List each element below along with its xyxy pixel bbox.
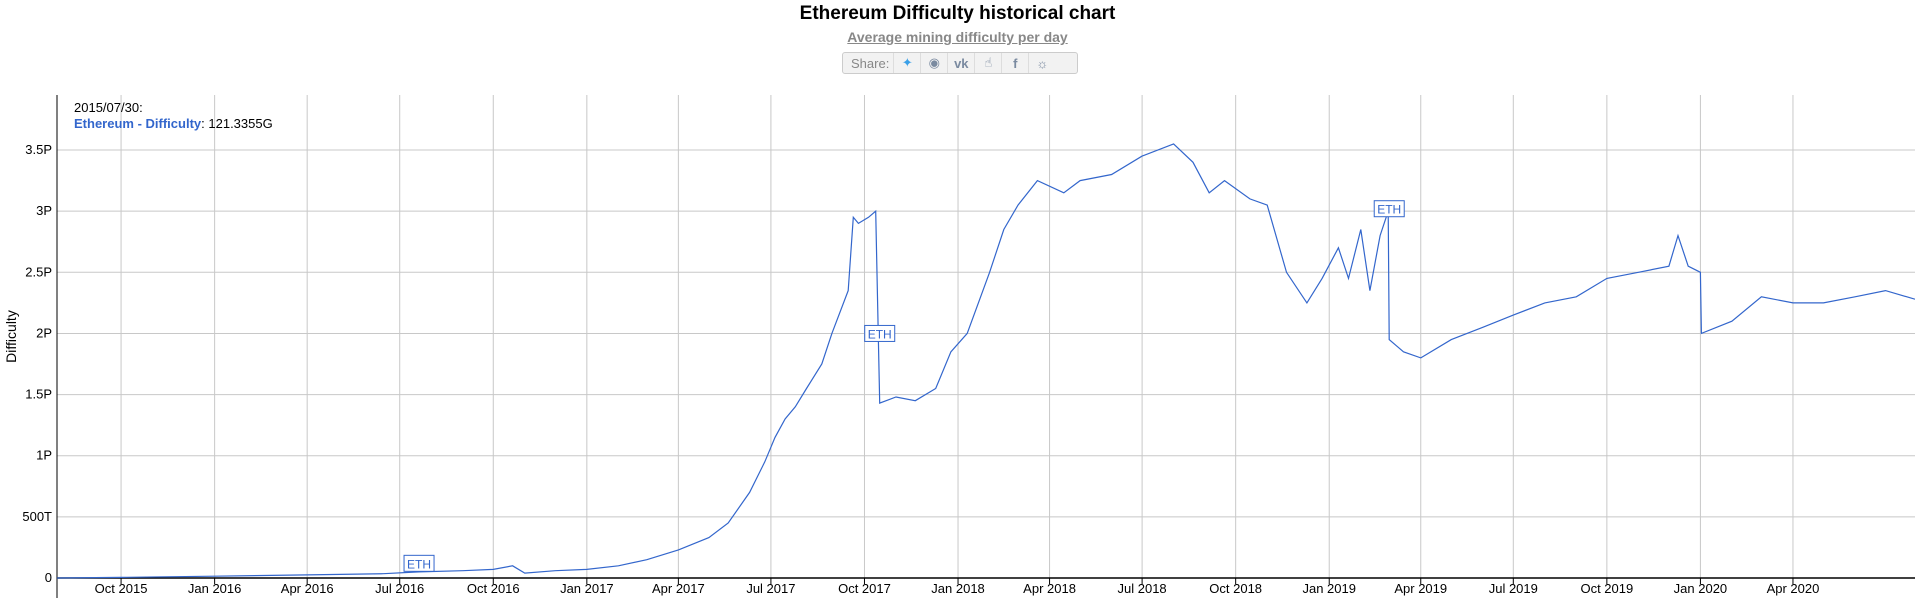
eth-flag[interactable] [864, 324, 896, 342]
y-tick-label: 3.5P [25, 142, 52, 157]
x-tick-label: Oct 2019 [1580, 581, 1633, 596]
y-tick-label: 1P [36, 448, 52, 463]
series-line[interactable] [56, 143, 1915, 579]
share-label: Share: [851, 55, 890, 71]
chart-title: Ethereum Difficulty historical chart [799, 3, 1116, 24]
readout-date: 2015/07/30: [74, 100, 143, 115]
readout-series: Ethereum - Difficulty [74, 116, 202, 131]
x-tick-label: Jul 2016 [375, 581, 424, 596]
x-tick-label: Jan 2016 [188, 581, 242, 596]
x-tick-label: Oct 2018 [1209, 581, 1262, 596]
eth-flag-label: ETH [868, 327, 892, 341]
x-tick-label: Apr 2019 [1394, 581, 1447, 596]
y-tick-label: 2P [36, 325, 52, 340]
chart-subtitle[interactable]: Average mining difficulty per day [847, 29, 1068, 45]
x-tick-label: Apr 2016 [281, 581, 334, 596]
x-tick-label: Apr 2020 [1767, 581, 1820, 596]
x-tick-label: Oct 2017 [838, 581, 891, 596]
x-tick-label: Apr 2017 [652, 581, 705, 596]
reddit-icon[interactable]: ◉ [920, 53, 947, 73]
y-tick-label: 3P [36, 203, 52, 218]
like-icon[interactable]: ☝ [974, 53, 1001, 73]
share-bar: Share: ✦ ◉ vk ☝ f ☼ [842, 52, 1078, 74]
weibo-icon[interactable]: ☼ [1028, 53, 1055, 73]
x-tick-label: Oct 2015 [95, 581, 148, 596]
tooltip-readout: 2015/07/30: Ethereum - Difficulty: 121.3… [74, 100, 273, 132]
eth-flag-label: ETH [407, 557, 431, 571]
eth-flag[interactable] [403, 554, 435, 572]
twitter-icon[interactable]: ✦ [893, 53, 920, 73]
vk-icon[interactable]: vk [947, 53, 974, 73]
eth-flag[interactable] [1373, 200, 1405, 218]
y-tick-label: 0 [45, 570, 52, 585]
x-tick-label: Jan 2018 [931, 581, 985, 596]
facebook-icon[interactable]: f [1001, 53, 1028, 73]
eth-flag-label: ETH [1377, 203, 1401, 217]
x-tick-label: Jan 2020 [1674, 581, 1728, 596]
x-tick-label: Jul 2017 [746, 581, 795, 596]
x-tick-label: Jan 2019 [1302, 581, 1356, 596]
readout-line: Ethereum - Difficulty: 121.3355G [74, 116, 273, 132]
x-tick-label: Jul 2018 [1118, 581, 1167, 596]
x-tick-label: Oct 2016 [467, 581, 520, 596]
readout-sep: : [201, 116, 205, 131]
y-axis-label: Difficulty [3, 310, 19, 363]
y-tick-label: 2.5P [25, 264, 52, 279]
y-tick-label: 1.5P [25, 387, 52, 402]
x-tick-label: Jul 2019 [1489, 581, 1538, 596]
readout-value: 121.3355G [208, 116, 273, 131]
x-tick-label: Apr 2018 [1023, 581, 1076, 596]
x-tick-label: Jan 2017 [560, 581, 614, 596]
y-tick-label: 500T [22, 509, 52, 524]
